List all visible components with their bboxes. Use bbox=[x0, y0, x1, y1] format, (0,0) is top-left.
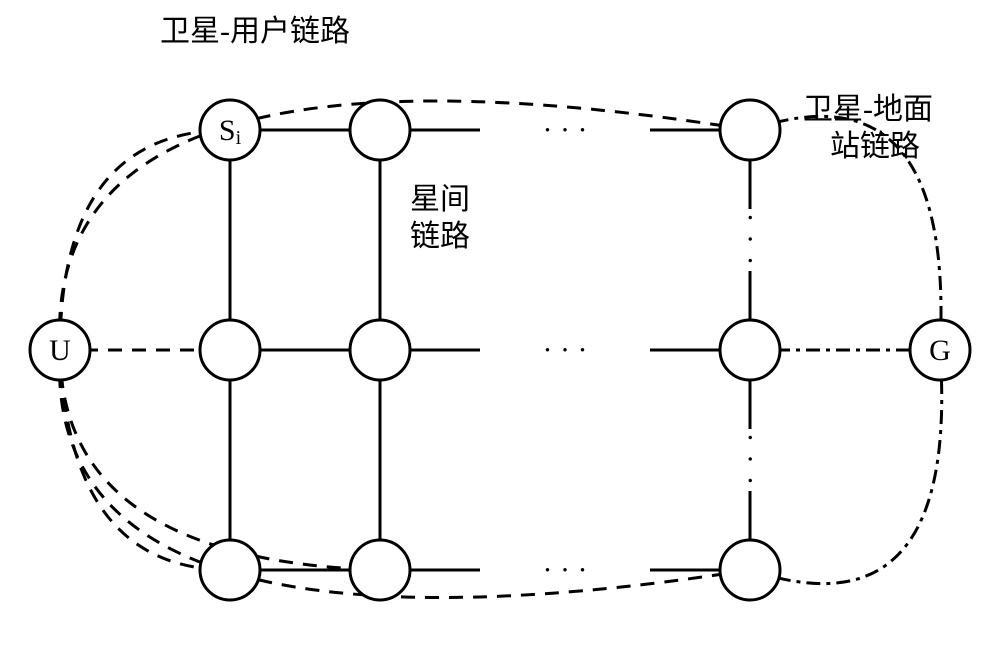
ellipsis: · · · bbox=[543, 554, 588, 587]
sat-ground-link bbox=[750, 350, 942, 584]
sat-user-link bbox=[60, 350, 380, 570]
ellipsis: · · · bbox=[734, 213, 767, 268]
sat-node-r0c1 bbox=[350, 100, 410, 160]
ellipsis: · · · bbox=[543, 114, 588, 147]
sat-node-r1c1 bbox=[350, 320, 410, 380]
ellipsis: · · · bbox=[734, 433, 767, 488]
ground-node-label: G bbox=[929, 334, 951, 367]
sat-node-r0c2 bbox=[720, 100, 780, 160]
annotation-sat_gs_2: 站链路 bbox=[830, 130, 920, 163]
edges-layer bbox=[59, 101, 941, 598]
annotation-inter_sat_1: 星间 bbox=[410, 183, 470, 216]
annotation-sat_user: 卫星-用户链路 bbox=[160, 15, 350, 48]
user-node-label: U bbox=[49, 334, 71, 367]
sat-user-link bbox=[60, 350, 230, 570]
sat-node-r1c0 bbox=[200, 320, 260, 380]
sat-node-r2c2 bbox=[720, 540, 780, 600]
sat-node-r1c2 bbox=[720, 320, 780, 380]
network-diagram: SiUG· · ·· · ·· · ·· · ·· · ·卫星-用户链路星间链路… bbox=[0, 0, 1000, 667]
annotation-inter_sat_2: 链路 bbox=[410, 220, 470, 253]
ellipsis: · · · bbox=[543, 334, 588, 367]
sat-node-r2c1 bbox=[350, 540, 410, 600]
sat-user-link bbox=[60, 130, 230, 350]
sat-node-r2c0 bbox=[200, 540, 260, 600]
annotation-sat_gs_1: 卫星-地面 bbox=[803, 93, 933, 126]
